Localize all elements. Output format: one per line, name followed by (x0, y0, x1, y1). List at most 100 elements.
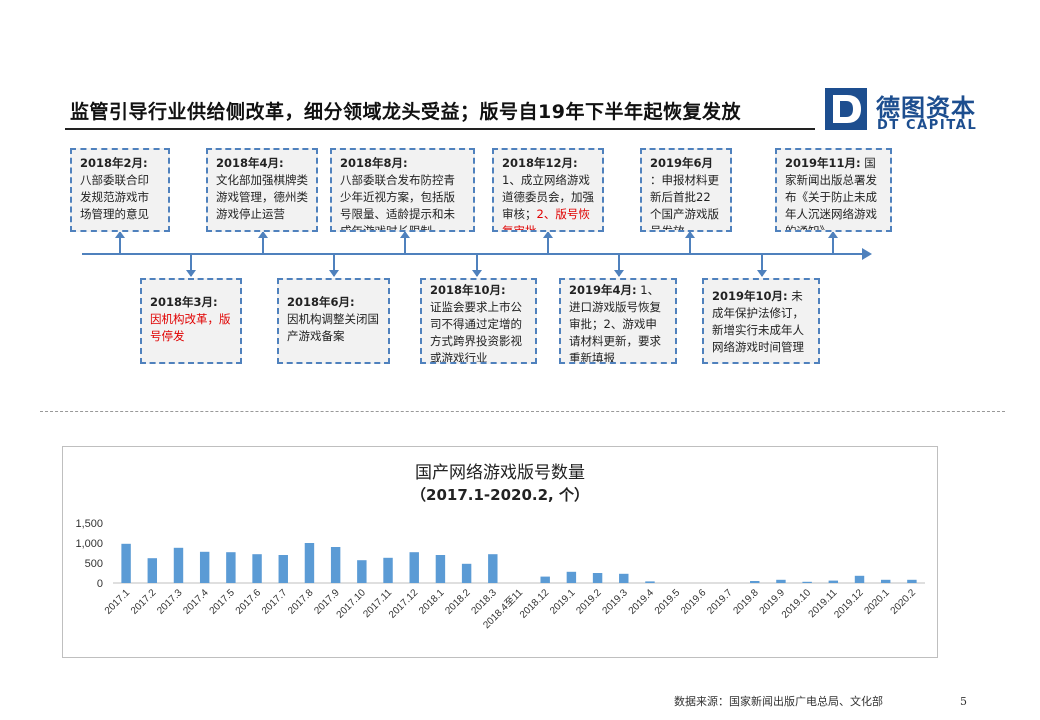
timeline-connector (685, 231, 695, 254)
timeline-connector (115, 231, 125, 254)
x-tick-label: 2018.12 (518, 587, 552, 621)
event-text: 八部委联合印发规范游戏市场管理的意见 (80, 173, 149, 221)
bar-2018.3 (488, 554, 498, 583)
page-number: 5 (960, 695, 967, 708)
y-tick-label: 500 (85, 558, 103, 570)
bar-2017.12 (409, 552, 419, 583)
timeline-event-2019-06: 2019年6月 ：申报材料更新后首批22个国产游戏版号发放 (640, 148, 732, 232)
x-tick-label: 2019.8 (731, 587, 761, 617)
logo-d-icon (825, 88, 867, 130)
x-tick-label: 2019.4 (627, 587, 657, 617)
event-date: 2019年4月: (569, 283, 637, 297)
timeline-connector (258, 231, 268, 254)
logo-text-cn: 德图资本 (876, 94, 976, 122)
bar-2017.10 (357, 560, 367, 583)
event-text: ：申报材料更新后首批22个国产游戏版号发放 (650, 173, 719, 232)
bar-2019.8 (750, 581, 760, 583)
event-date: 2019年10月: (712, 289, 788, 303)
bar-2019.4 (645, 581, 655, 583)
bar-2019.2 (592, 573, 603, 583)
event-date: 2018年2月: (80, 156, 148, 170)
event-highlight: 因机构改革，版号停发 (150, 312, 231, 343)
x-tick-label: 2019.12 (832, 587, 866, 621)
bar-2017.9 (330, 547, 341, 583)
timeline-event-2018-12: 2018年12月: 1、成立网络游戏道德委员会，加强审核；2、版号恢复审批 (492, 148, 604, 232)
bar-2018.1 (435, 555, 446, 583)
x-tick-label: 2018.1 (417, 587, 447, 617)
timeline-connector (828, 231, 838, 254)
x-tick-label: 2018.2 (443, 587, 473, 617)
bar-2018.2 (461, 563, 472, 583)
x-tick-label: 2019.6 (679, 587, 709, 617)
timeline-event-2019-10: 2019年10月: 未成年保护法修订，新增实行未成年人网络游戏时间管理 (702, 278, 820, 364)
event-text: 国家新闻出版总署发布《关于防止未成年人沉迷网络游戏的通知》 (785, 156, 877, 232)
bar-2017.4 (199, 551, 210, 583)
event-date: 2018年12月: (502, 156, 578, 170)
timeline-event-2018-04: 2018年4月: 文化部加强棋牌类游戏管理，德州类游戏停止运营 (206, 148, 318, 232)
x-tick-label: 2017.5 (208, 587, 238, 617)
bar-2019.1 (566, 571, 577, 583)
event-date: 2018年10月: (430, 283, 506, 297)
event-date: 2019年6月 (650, 156, 714, 170)
x-tick-label: 2019.7 (705, 587, 735, 617)
event-date: 2018年3月: (150, 295, 218, 309)
bar-chart: 1,5001,00050002017.12017.22017.32017.420… (75, 518, 925, 631)
event-text: 因机构调整关闭国产游戏备案 (287, 312, 379, 343)
bar-2017.1 (121, 543, 131, 583)
bar-2017.11 (383, 557, 393, 583)
event-text: 1、成立网络游戏道德委员会，加强审核； (502, 173, 594, 221)
x-tick-label: 2017.3 (155, 587, 185, 617)
logo-text-en: DT CAPITAL (877, 118, 978, 133)
y-tick-label: 1,000 (75, 538, 103, 550)
timeline-connector (614, 254, 624, 277)
x-tick-label: 2020.2 (889, 587, 919, 617)
x-tick-label: 2017.1 (103, 587, 133, 617)
y-tick-label: 0 (97, 578, 103, 590)
x-tick-label: 2017.7 (260, 587, 290, 617)
bar-2017.2 (147, 558, 158, 583)
timeline-event-2019-11: 2019年11月: 国家新闻出版总署发布《关于防止未成年人沉迷网络游戏的通知》 (775, 148, 892, 232)
timeline-event-2018-10: 2018年10月: 证监会要求上市公司不得通过定增的方式跨界投资影视或游戏行业 (420, 278, 537, 364)
bar-2017.3 (173, 547, 184, 583)
bar-2020.2 (907, 579, 917, 583)
section-divider (40, 411, 1005, 412)
event-text: 八部委联合发布防控青少年近视方案，包括版号限量、适龄提示和未成年游戏时长限制 (340, 173, 455, 232)
timeline-arrow-icon (862, 248, 872, 260)
page-title: 监管引导行业供给侧改革，细分领域龙头受益；版号自19年下半年起恢复发放 (70, 101, 741, 123)
timeline-connector (757, 254, 767, 277)
event-text: 1、进口游戏版号恢复审批；2、游戏申请材料更新，要求重新填报 (569, 283, 661, 364)
y-tick-label: 1,500 (75, 518, 103, 530)
bar-2019.11 (828, 580, 839, 583)
x-tick-label: 2019.5 (653, 587, 683, 617)
x-tick-label: 2020.1 (862, 587, 892, 617)
data-source: 数据来源：国家新闻出版广电总局、文化部 (674, 695, 883, 708)
x-tick-label: 2017.2 (129, 587, 159, 617)
bar-2017.7 (278, 555, 288, 583)
x-tick-label: 2017.6 (234, 587, 264, 617)
event-date: 2018年4月: (216, 156, 284, 170)
chart-title: 国产网络游戏版号数量 (415, 463, 585, 483)
timeline-event-2019-04: 2019年4月: 1、进口游戏版号恢复审批；2、游戏申请材料更新，要求重新填报 (559, 278, 677, 364)
bar-2019.3 (619, 573, 629, 583)
bar-2017.5 (226, 552, 236, 583)
x-tick-label: 2017.12 (387, 587, 421, 621)
timeline-event-2018-06: 2018年6月: 因机构调整关闭国产游戏备案 (277, 278, 390, 364)
x-tick-label: 2017.4 (181, 587, 211, 617)
timeline-event-2018-03: 2018年3月: 因机构改革，版号停发 (140, 278, 242, 364)
event-date: 2018年6月: (287, 295, 355, 309)
bar-2019.10 (802, 581, 812, 583)
chart-panel: 国产网络游戏版号数量 （2017.1-2020.2, 个） 1,500 1,000… (62, 446, 938, 658)
timeline-connector (543, 231, 553, 254)
timeline-event-2018-02: 2018年2月: 八部委联合印发规范游戏市场管理的意见 (70, 148, 170, 232)
event-highlight: 2、版号恢复审批 (502, 207, 590, 232)
timeline-event-2018-08: 2018年8月: 八部委联合发布防控青少年近视方案，包括版号限量、适龄提示和未成… (330, 148, 475, 232)
event-text: 证监会要求上市公司不得通过定增的方式跨界投资影视或游戏行业 (430, 300, 522, 364)
timeline-connector (329, 254, 339, 277)
bar-2019.12 (854, 575, 865, 583)
event-date: 2019年11月: (785, 156, 861, 170)
x-tick-label: 2019.3 (600, 587, 630, 617)
bar-2019.9 (776, 579, 786, 583)
title-divider (65, 128, 815, 130)
timeline-axis (82, 253, 864, 255)
bar-2017.6 (252, 554, 262, 583)
